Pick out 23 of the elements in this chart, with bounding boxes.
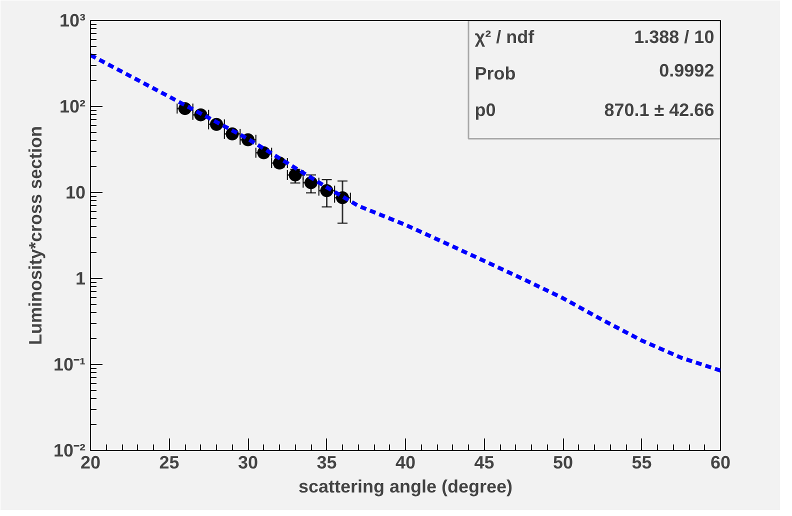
annotation: χ² / ndf (474, 26, 536, 47)
annotation: 1.388 / 10 (634, 26, 714, 47)
x-tick-label: 40 (395, 452, 416, 472)
annotation: 870.1 ± 42.66 (604, 100, 714, 120)
x-tick-label: 45 (474, 452, 494, 472)
x-tick-label: 20 (80, 452, 101, 472)
x-tick-label: 50 (552, 452, 574, 472)
annotation: Prob (474, 64, 516, 84)
y-axis-title: Luminosity*cross section (25, 126, 46, 346)
annotation: p0 (474, 100, 496, 120)
y-tick-label: 1 (75, 268, 86, 288)
y-tick-label: 10² (59, 96, 86, 116)
x-axis-title: scattering angle (degree) (298, 476, 513, 496)
x-tick-label: 35 (316, 452, 337, 472)
y-tick-label: 10³ (59, 10, 86, 30)
x-tick-label: 60 (710, 452, 731, 472)
annotation: 0.9992 (659, 60, 714, 80)
y-tick-label: 10 (65, 182, 86, 202)
line-series (90, 53, 720, 373)
y-tick-label: 10⁻¹ (53, 354, 86, 374)
x-tick-label: 25 (159, 452, 180, 472)
x-tick-label: 55 (632, 452, 652, 472)
x-tick-label: 30 (238, 452, 258, 472)
